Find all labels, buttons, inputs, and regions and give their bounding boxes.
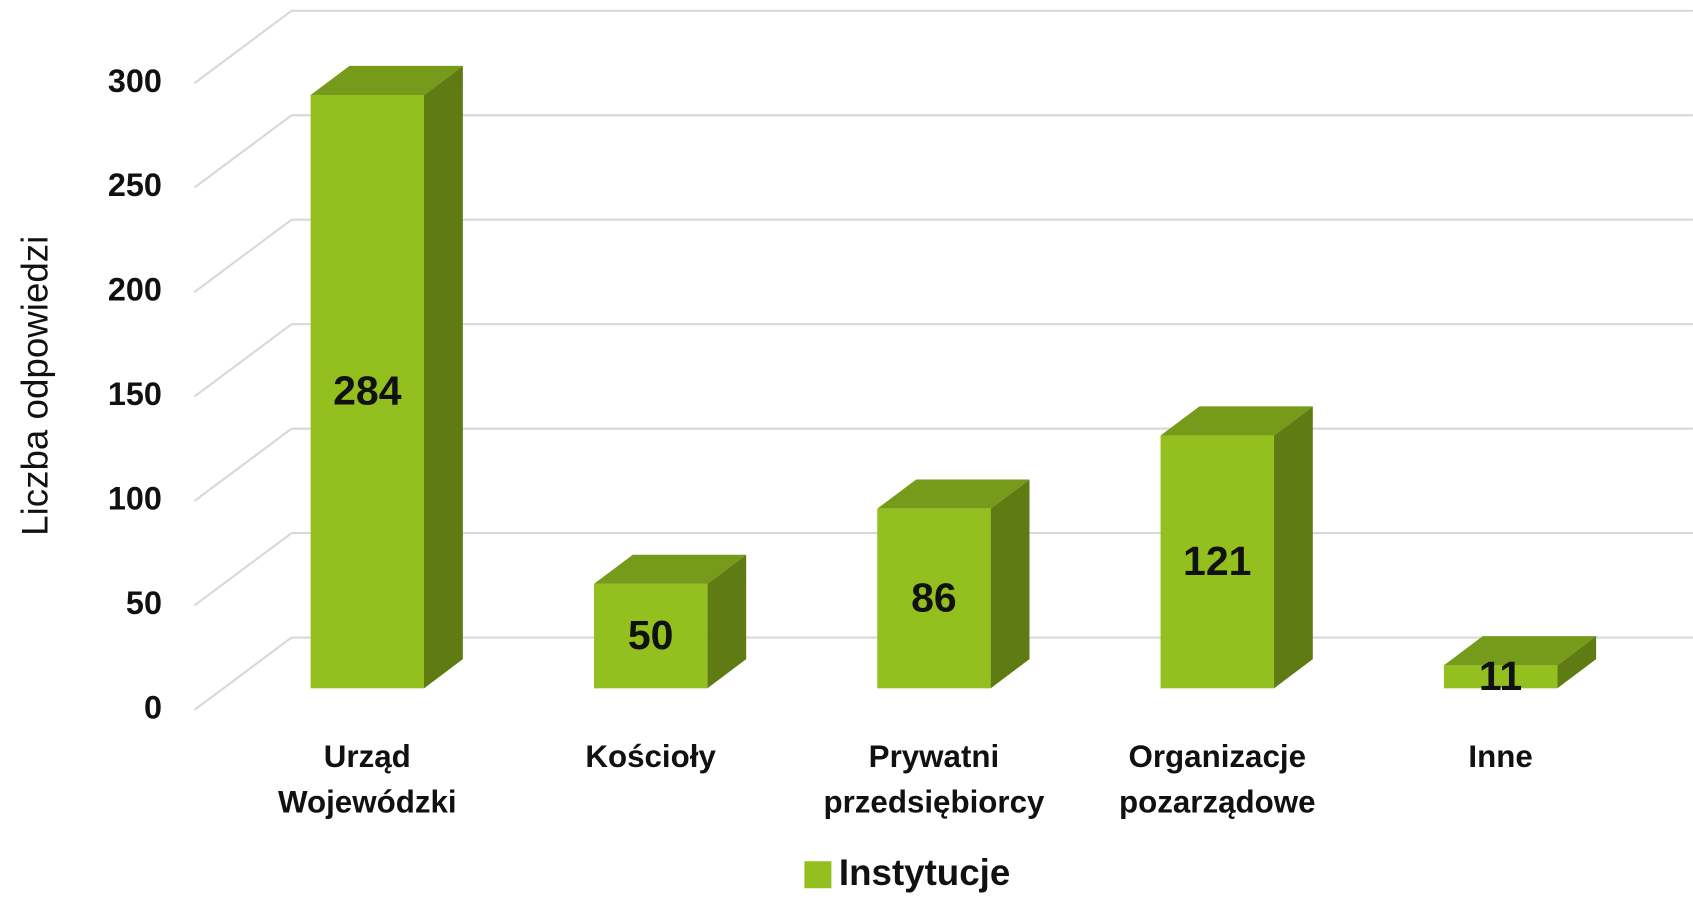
bar-top xyxy=(877,479,1030,509)
y-tick-label: 150 xyxy=(108,376,162,412)
bar xyxy=(877,508,991,689)
bar-top xyxy=(1160,406,1313,436)
y-tick-label: 0 xyxy=(144,690,162,726)
bar-side xyxy=(990,479,1030,689)
bar-top xyxy=(310,65,463,96)
grid-line-side xyxy=(193,532,293,607)
x-tick-label: Kościoły xyxy=(585,740,716,775)
legend-label: Instytucje xyxy=(839,852,1010,893)
data-label: 50 xyxy=(628,612,674,658)
grid-line-side xyxy=(193,114,293,189)
data-label: 284 xyxy=(333,368,402,414)
grid-line-side xyxy=(193,427,293,502)
grid-line-side xyxy=(193,218,293,293)
bar xyxy=(593,583,708,689)
data-label: 11 xyxy=(1479,653,1522,699)
y-axis-title: Liczba odpowiedzi xyxy=(15,236,56,536)
y-tick-label: 300 xyxy=(108,63,162,99)
y-tick-label: 200 xyxy=(108,272,162,308)
x-tick-label: Inne xyxy=(1468,740,1533,775)
grid-line-side xyxy=(193,636,293,711)
x-tick-label: Prywatni przedsiębiorcy xyxy=(823,740,1045,821)
x-tick-label: Organizacje pozarządowe xyxy=(1118,740,1316,821)
y-tick-label: 250 xyxy=(108,167,162,203)
bar-side xyxy=(423,65,463,689)
legend-swatch xyxy=(804,861,832,889)
bar-side xyxy=(1273,406,1313,689)
bar-top xyxy=(593,554,747,584)
bar xyxy=(1160,435,1274,689)
x-tick-label: Urząd Wojewódzki xyxy=(277,740,457,821)
data-label: 121 xyxy=(1183,538,1251,584)
bar-side xyxy=(707,554,747,689)
bar-side xyxy=(1557,636,1597,689)
y-tick-label: 50 xyxy=(126,585,162,621)
data-label: 86 xyxy=(911,575,957,621)
bar-top xyxy=(1443,636,1597,666)
grid-line-side xyxy=(193,323,293,398)
bar xyxy=(310,95,424,689)
y-tick-label: 100 xyxy=(108,481,162,517)
bar xyxy=(1443,665,1558,689)
grid-line-side xyxy=(193,9,293,85)
